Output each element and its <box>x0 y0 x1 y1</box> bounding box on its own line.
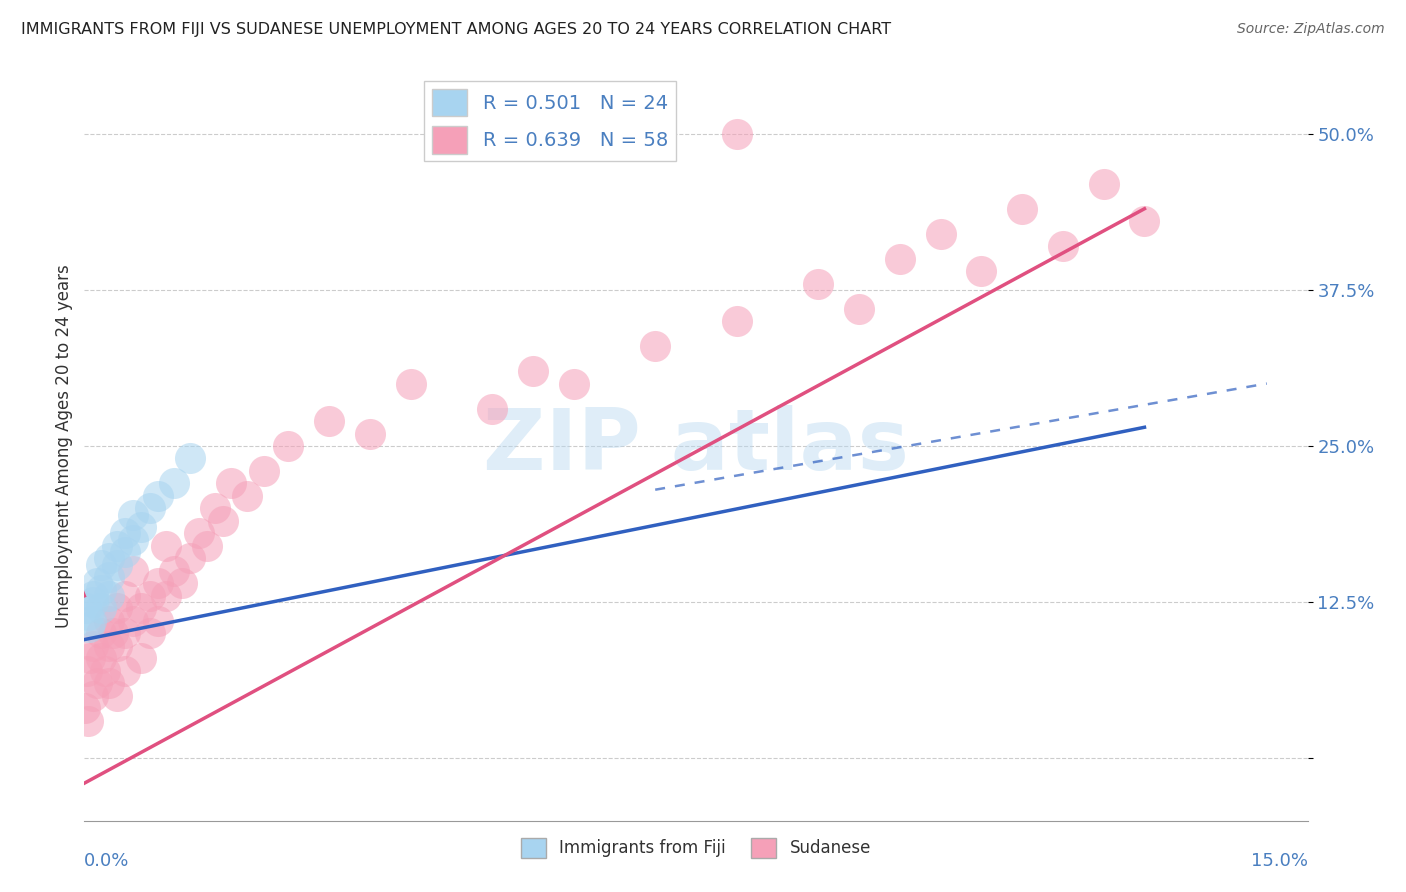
Point <box>114 664 136 678</box>
Point <box>122 533 145 547</box>
Point <box>204 501 226 516</box>
Y-axis label: Unemployment Among Ages 20 to 24 years: Unemployment Among Ages 20 to 24 years <box>55 264 73 628</box>
Point <box>172 576 194 591</box>
Point <box>1092 177 1115 191</box>
Point <box>90 626 112 640</box>
Point <box>522 364 544 378</box>
Point <box>195 539 218 553</box>
Point <box>105 539 128 553</box>
Point <box>77 714 100 728</box>
Point <box>105 558 128 572</box>
Point <box>399 376 422 391</box>
Point <box>76 664 98 678</box>
Point <box>90 601 112 615</box>
Point <box>90 582 112 597</box>
Point <box>146 489 169 503</box>
Point <box>138 589 160 603</box>
Point <box>889 252 911 266</box>
Point <box>848 301 870 316</box>
Point <box>80 614 103 628</box>
Point <box>105 689 128 703</box>
Point <box>179 451 201 466</box>
Point <box>212 514 235 528</box>
Point <box>807 277 830 291</box>
Point <box>318 414 340 428</box>
Point <box>86 576 108 591</box>
Point <box>163 564 186 578</box>
Point <box>725 127 748 141</box>
Point <box>929 227 952 241</box>
Point <box>114 526 136 541</box>
Point <box>131 651 153 665</box>
Point <box>163 476 186 491</box>
Point <box>138 501 160 516</box>
Point <box>75 601 97 615</box>
Point <box>82 639 104 653</box>
Point <box>970 264 993 278</box>
Point <box>79 651 101 665</box>
Point <box>114 545 136 559</box>
Point <box>1052 239 1074 253</box>
Point <box>644 339 666 353</box>
Legend: Immigrants from Fiji, Sudanese: Immigrants from Fiji, Sudanese <box>515 831 877 864</box>
Point <box>97 639 120 653</box>
Point <box>187 526 209 541</box>
Point <box>86 676 108 690</box>
Point <box>359 426 381 441</box>
Text: ZIP atlas: ZIP atlas <box>484 404 908 488</box>
Point <box>97 676 120 690</box>
Point <box>101 626 124 640</box>
Point <box>122 508 145 522</box>
Point <box>277 439 299 453</box>
Point <box>114 626 136 640</box>
Point <box>146 576 169 591</box>
Text: 15.0%: 15.0% <box>1250 852 1308 870</box>
Point <box>82 589 104 603</box>
Point <box>253 464 276 478</box>
Point <box>75 701 97 715</box>
Point <box>93 664 115 678</box>
Point <box>146 614 169 628</box>
Point <box>105 639 128 653</box>
Point <box>481 401 503 416</box>
Point <box>131 520 153 534</box>
Point <box>97 614 120 628</box>
Point <box>138 626 160 640</box>
Point <box>76 607 98 622</box>
Point <box>1011 202 1033 216</box>
Point <box>179 551 201 566</box>
Point <box>562 376 585 391</box>
Point <box>90 558 112 572</box>
Point <box>105 601 128 615</box>
Point <box>219 476 242 491</box>
Point <box>82 595 104 609</box>
Point <box>155 589 177 603</box>
Point <box>725 314 748 328</box>
Point <box>82 689 104 703</box>
Point <box>77 620 100 634</box>
Point <box>155 539 177 553</box>
Point <box>122 614 145 628</box>
Point <box>131 601 153 615</box>
Text: 0.0%: 0.0% <box>84 852 129 870</box>
Text: Source: ZipAtlas.com: Source: ZipAtlas.com <box>1237 22 1385 37</box>
Text: IMMIGRANTS FROM FIJI VS SUDANESE UNEMPLOYMENT AMONG AGES 20 TO 24 YEARS CORRELAT: IMMIGRANTS FROM FIJI VS SUDANESE UNEMPLO… <box>21 22 891 37</box>
Point <box>122 564 145 578</box>
Point <box>236 489 259 503</box>
Point <box>90 651 112 665</box>
Point <box>97 589 120 603</box>
Point <box>1133 214 1156 228</box>
Point <box>97 570 120 584</box>
Point <box>97 551 120 566</box>
Point <box>114 589 136 603</box>
